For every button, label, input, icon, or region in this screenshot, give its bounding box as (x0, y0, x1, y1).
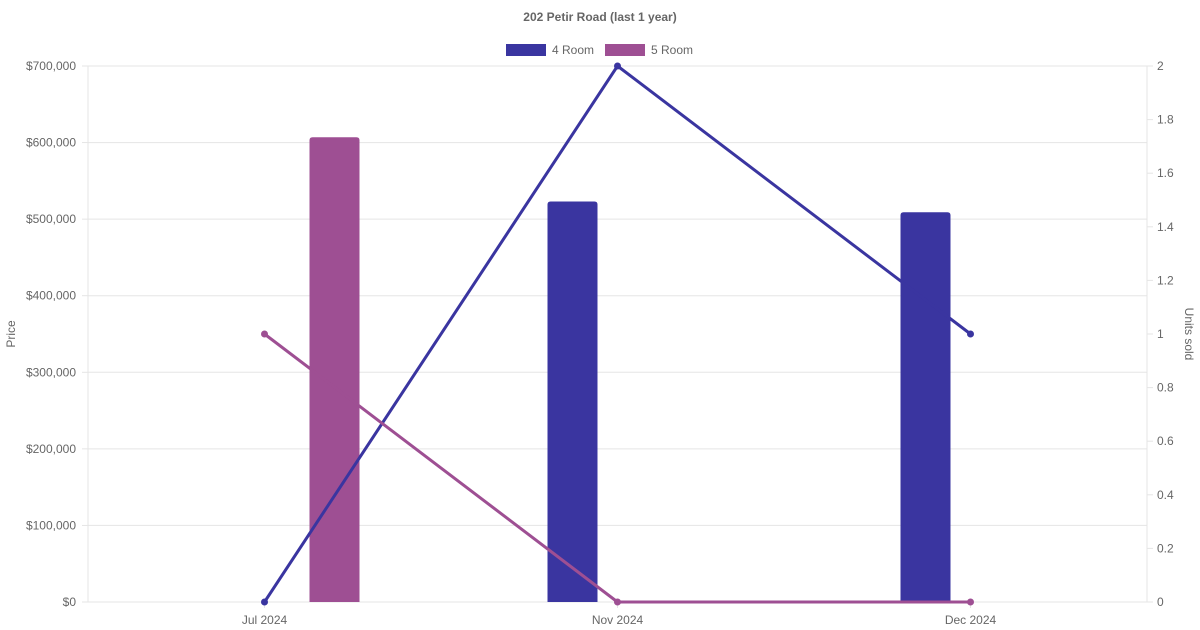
x-axis-ticks: Jul 2024 Nov 2024 Dec 2024 (242, 613, 997, 627)
left-tick-label-1: $100,000 (26, 518, 76, 532)
point-5-room-1 (614, 598, 621, 606)
right-tick-label-1: 0.2 (1157, 541, 1174, 555)
line-4-room (263, 64, 972, 603)
bars (309, 137, 951, 602)
point-4-room-0 (261, 598, 268, 606)
right-axis-ticks: 0 0.2 0.4 0.6 0.8 1 1.2 1.4 1.6 1.8 2 (1157, 59, 1174, 609)
right-tick-label-4: 0.8 (1157, 381, 1174, 395)
chart-title: 202 Petir Road (last 1 year) (523, 10, 676, 24)
left-axis-ticks: $0 $100,000 $200,000 $300,000 $400,000 $500,0… (26, 59, 76, 609)
left-tick-label-7: $700,000 (26, 59, 76, 73)
x-tick-label-2: Dec 2024 (945, 613, 997, 627)
point-5-room-0 (261, 330, 268, 338)
line-5-room (263, 332, 971, 604)
point-4-room-1 (614, 62, 621, 70)
y-left-axis-title: Price (4, 320, 18, 348)
left-tick-label-6: $600,000 (26, 136, 76, 150)
grid-lines (82, 65, 1153, 608)
right-tick-label-9: 1.8 (1157, 113, 1174, 127)
y-right-axis-title: Units sold (1182, 308, 1196, 361)
x-tick-label-1: Nov 2024 (592, 613, 644, 627)
right-tick-label-2: 0.4 (1157, 488, 1174, 502)
right-tick-label-8: 1.6 (1157, 166, 1174, 180)
right-tick-label-0: 0 (1157, 595, 1164, 609)
legend-label-1[interactable]: 5 Room (651, 43, 693, 57)
legend-swatch-1[interactable] (605, 44, 645, 56)
legend-swatch-0[interactable] (506, 44, 546, 56)
left-tick-label-5: $500,000 (26, 212, 76, 226)
bar-5-room-0 (309, 137, 360, 602)
left-tick-label-3: $300,000 (26, 365, 76, 379)
point-4-room-2 (967, 330, 974, 338)
left-tick-label-0: $0 (63, 595, 77, 609)
point-5-room-2 (967, 598, 974, 606)
bar-4-room-1 (547, 201, 598, 602)
right-tick-label-3: 0.6 (1157, 434, 1174, 448)
left-tick-label-4: $400,000 (26, 289, 76, 303)
left-tick-label-2: $200,000 (26, 442, 76, 456)
right-tick-label-5: 1 (1157, 327, 1164, 341)
right-tick-label-7: 1.4 (1157, 220, 1174, 234)
right-tick-label-6: 1.2 (1157, 273, 1174, 287)
x-tick-label-0: Jul 2024 (242, 613, 288, 627)
bar-4-room-2 (900, 212, 951, 602)
legend-label-0[interactable]: 4 Room (552, 43, 594, 57)
lines (261, 62, 974, 606)
legend[interactable]: 4 Room 5 Room (506, 43, 693, 57)
right-tick-label-10: 2 (1157, 59, 1164, 73)
